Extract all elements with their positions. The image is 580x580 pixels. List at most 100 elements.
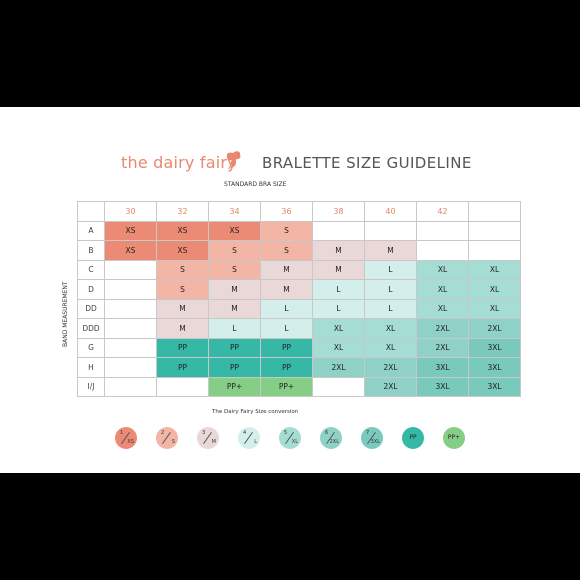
size-cell <box>104 337 157 358</box>
row-header: D <box>77 279 105 300</box>
size-cell: L <box>260 318 313 339</box>
size-cell: 2XL <box>416 337 469 358</box>
size-cell <box>416 220 469 241</box>
table-row: A XS XS XS S <box>77 220 521 241</box>
size-cell: M <box>312 259 365 280</box>
size-cell: 3XL <box>468 357 521 378</box>
column-header: 38 <box>312 201 365 222</box>
size-cell: XS <box>104 220 157 241</box>
size-cell: L <box>312 279 365 300</box>
brand-name: the dairy fairy <box>121 153 237 172</box>
size-cell: PP+ <box>208 376 261 397</box>
size-cell: L <box>312 298 365 319</box>
size-cell <box>104 279 157 300</box>
row-header: G <box>77 337 105 358</box>
conversion-number: 7 <box>366 430 370 436</box>
size-cell: XL <box>364 337 417 358</box>
size-cell: XS <box>208 220 261 241</box>
conversion-legend: 1 XS 2 S 3 M 4 L 5 XL 6 2XL 7 3XL PP PP+ <box>115 427 475 453</box>
table-row: G PP PP PP XL XL 2XL 3XL <box>77 337 521 358</box>
size-cell: PP+ <box>260 376 313 397</box>
column-header <box>468 201 521 222</box>
table-row: DDD M L L XL XL 2XL 2XL <box>77 318 521 339</box>
size-cell: XL <box>312 337 365 358</box>
size-cell: XL <box>468 259 521 280</box>
size-cell: 3XL <box>468 337 521 358</box>
conversion-number: 1 <box>120 430 124 436</box>
row-axis-label: BAND MEASUREMENT <box>62 281 69 347</box>
conversion-badge: 5 XL <box>279 427 301 449</box>
size-cell: 2XL <box>416 318 469 339</box>
size-cell: 2XL <box>312 357 365 378</box>
size-cell: M <box>260 259 313 280</box>
conversion-size: PP+ <box>447 434 461 441</box>
size-cell: 3XL <box>416 357 469 378</box>
size-cell: M <box>156 318 209 339</box>
size-cell: M <box>260 279 313 300</box>
size-cell <box>104 376 157 397</box>
table-corner <box>77 201 105 222</box>
table-row: B XS XS S S M M <box>77 240 521 261</box>
size-cell: L <box>364 259 417 280</box>
size-cell: 3XL <box>416 376 469 397</box>
column-header: 34 <box>208 201 261 222</box>
conversion-badge: 6 2XL <box>320 427 342 449</box>
size-cell <box>468 220 521 241</box>
conversion-size: S <box>171 439 175 445</box>
size-cell: PP <box>260 357 313 378</box>
conversion-size: L <box>254 439 257 445</box>
conversion-badge: 1 XS <box>115 427 137 449</box>
conversion-number: 5 <box>284 430 288 436</box>
size-cell: PP <box>156 357 209 378</box>
table-row: H PP PP PP 2XL 2XL 3XL 3XL <box>77 357 521 378</box>
conversion-size: M <box>211 439 216 445</box>
size-cell <box>104 357 157 378</box>
size-table: 30 32 34 36 38 40 42 A XS XS XS S B XS XS S S M M C S S M M L XL… <box>77 201 521 397</box>
size-cell <box>104 298 157 319</box>
conversion-number: 3 <box>202 430 206 436</box>
table-row: C S S M M L XL XL <box>77 259 521 280</box>
conversion-size: 2XL <box>329 439 339 445</box>
column-header: 36 <box>260 201 313 222</box>
table-row: D S M M L L XL XL <box>77 279 521 300</box>
fairy-logo-icon <box>226 151 241 170</box>
row-header: C <box>77 259 105 280</box>
conversion-number: 6 <box>325 430 329 436</box>
size-cell: M <box>364 240 417 261</box>
size-cell: PP <box>208 337 261 358</box>
size-cell: S <box>156 259 209 280</box>
size-cell: M <box>208 298 261 319</box>
size-cell: XL <box>416 298 469 319</box>
conversion-size: PP <box>409 434 417 441</box>
size-cell <box>312 376 365 397</box>
size-cell <box>416 240 469 261</box>
row-header: DD <box>77 298 105 319</box>
row-header: I/J <box>77 376 105 397</box>
size-cell: L <box>260 298 313 319</box>
size-cell: XL <box>468 298 521 319</box>
size-cell: 3XL <box>468 376 521 397</box>
column-header: 40 <box>364 201 417 222</box>
size-cell: XS <box>156 220 209 241</box>
size-cell <box>104 259 157 280</box>
conversion-number: 4 <box>243 430 247 436</box>
size-cell: M <box>208 279 261 300</box>
conversion-number: 2 <box>161 430 165 436</box>
size-cell: PP <box>156 337 209 358</box>
size-cell <box>104 318 157 339</box>
conversion-badge: 7 3XL <box>361 427 383 449</box>
table-header-row: 30 32 34 36 38 40 42 <box>77 201 521 222</box>
row-header: H <box>77 357 105 378</box>
size-cell: S <box>208 240 261 261</box>
conversion-badge: PP+ <box>443 427 465 449</box>
size-cell: XL <box>364 318 417 339</box>
row-header: DDD <box>77 318 105 339</box>
conversion-size: XL <box>291 439 298 445</box>
column-header: 32 <box>156 201 209 222</box>
conversion-size: 3XL <box>370 439 380 445</box>
conversion-title: The Dairy Fairy Size conversion <box>212 409 299 415</box>
row-header: A <box>77 220 105 241</box>
size-cell: L <box>364 279 417 300</box>
